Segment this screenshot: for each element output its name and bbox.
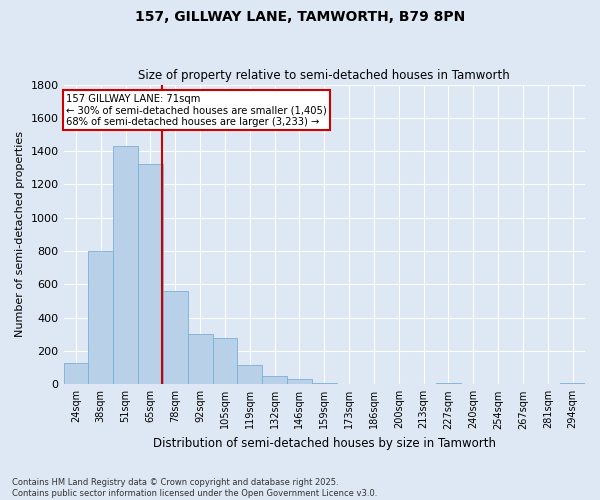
- X-axis label: Distribution of semi-detached houses by size in Tamworth: Distribution of semi-detached houses by …: [153, 437, 496, 450]
- Bar: [262, 376, 287, 384]
- Bar: [64, 362, 88, 384]
- Bar: [138, 164, 163, 384]
- Bar: [238, 365, 262, 384]
- Text: Contains HM Land Registry data © Crown copyright and database right 2025.
Contai: Contains HM Land Registry data © Crown c…: [12, 478, 377, 498]
- Bar: [287, 380, 312, 384]
- Bar: [88, 251, 113, 384]
- Text: 157 GILLWAY LANE: 71sqm
← 30% of semi-detached houses are smaller (1,405)
68% of: 157 GILLWAY LANE: 71sqm ← 30% of semi-de…: [66, 94, 327, 126]
- Text: 157, GILLWAY LANE, TAMWORTH, B79 8PN: 157, GILLWAY LANE, TAMWORTH, B79 8PN: [135, 10, 465, 24]
- Bar: [188, 334, 212, 384]
- Bar: [163, 291, 188, 384]
- Title: Size of property relative to semi-detached houses in Tamworth: Size of property relative to semi-detach…: [139, 69, 510, 82]
- Y-axis label: Number of semi-detached properties: Number of semi-detached properties: [15, 132, 25, 338]
- Bar: [212, 338, 238, 384]
- Bar: [113, 146, 138, 384]
